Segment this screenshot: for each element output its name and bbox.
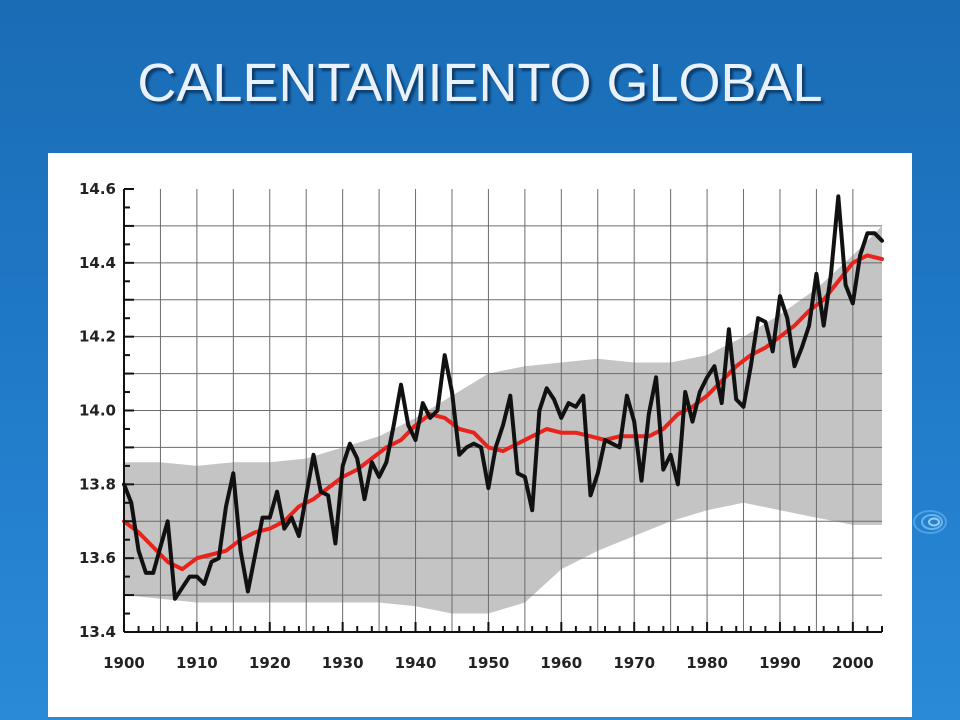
x-tick-label: 1970 (613, 654, 655, 672)
x-tick-label: 1900 (103, 654, 145, 672)
y-tick-label: 14.2 (79, 328, 116, 346)
x-tick-label: 1960 (540, 654, 582, 672)
chart-panel: 14.6 14.4 14.2 14.0 13.8 13.6 13.4 1900 1910 1920… (48, 153, 912, 717)
y-tick-label: 13.4 (79, 623, 116, 641)
y-tick-label: 14.0 (79, 402, 116, 420)
y-tick-label: 13.6 (79, 549, 116, 567)
temperature-chart: 14.6 14.4 14.2 14.0 13.8 13.6 13.4 1900 1910 1920… (79, 180, 884, 672)
x-tick-label: 1910 (176, 654, 218, 672)
y-tick-label: 14.4 (79, 254, 116, 272)
x-tick-label: 1980 (686, 654, 728, 672)
y-tick-label: 13.8 (79, 475, 116, 493)
slide-title: CALENTAMIENTO GLOBAL (137, 53, 823, 113)
x-tick-label: 1930 (322, 654, 364, 672)
x-tick-label: 1950 (468, 654, 510, 672)
x-tick-label: 1940 (395, 654, 437, 672)
x-tick-label: 2000 (832, 654, 874, 672)
x-tick-label: 1920 (249, 654, 291, 672)
annual-temperature-line (122, 194, 884, 601)
series-layer (122, 194, 884, 601)
axis-layer: 14.6 14.4 14.2 14.0 13.8 13.6 13.4 1900 1910 1920… (79, 180, 883, 672)
smoothed-trend-line (122, 253, 884, 572)
x-tick-label: 1990 (759, 654, 801, 672)
grid-layer (123, 189, 882, 632)
swirl-decoration-icon (913, 510, 947, 534)
y-tick-label: 14.6 (79, 180, 116, 198)
